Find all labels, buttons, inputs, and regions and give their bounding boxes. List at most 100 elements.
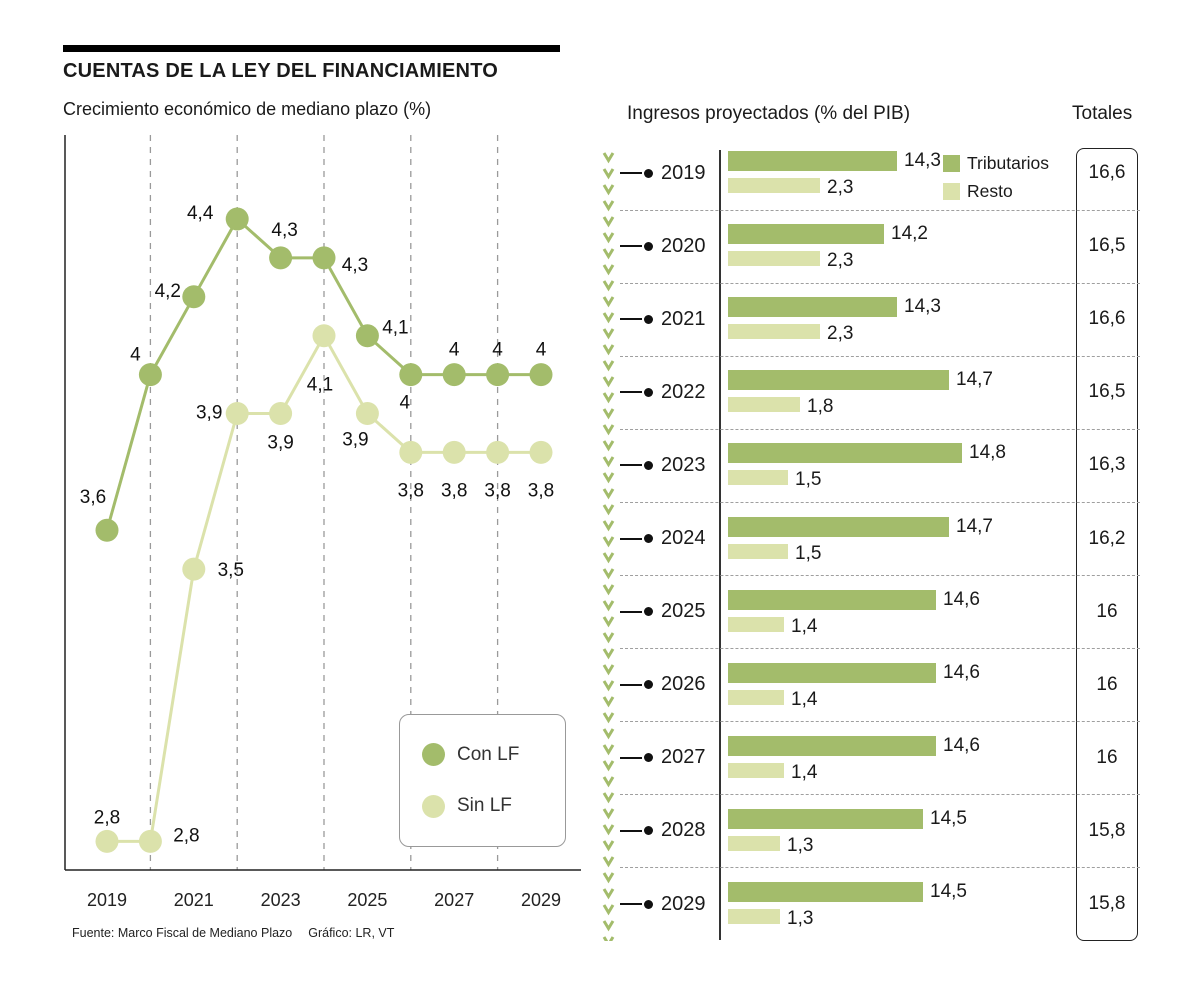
bar-resto-2029 [728,909,780,924]
point-sin-lf-2021 [182,557,206,581]
bar-tributarios-2020 [728,224,884,245]
bar-value-resto-2026: 1,4 [791,688,818,710]
x-tick-2023: 2023 [261,890,301,910]
bar-value-resto-2024: 1,5 [795,542,822,564]
x-tick-2019: 2019 [87,890,127,910]
bar-value-tributarios-2026: 14,6 [943,661,980,683]
value-label-sin-lf-2022: 3,9 [196,403,222,424]
year-row-2025: 2025 [620,598,706,626]
point-con-lf-2022 [225,207,249,231]
sin-lf-label: Sin LF [457,795,512,817]
totals-column-outline [1076,148,1138,941]
bar-resto-2024 [728,543,788,559]
year-label-2023: 2023 [661,453,706,476]
value-label-sin-lf-2028: 3,8 [484,480,510,501]
value-label-con-lf-2020: 4 [130,345,141,366]
tributarios-label: Tributarios [967,153,1050,173]
row-separator [620,282,1140,284]
tick-line [620,318,642,321]
point-con-lf-2025 [355,324,379,348]
point-con-lf-2029 [529,363,553,387]
con-lf-label: Con LF [457,743,520,765]
year-label-2022: 2022 [661,380,706,403]
legend-item-tributarios: Tributarios [943,153,1049,174]
legend-item-con-lf: Con LF [422,743,565,767]
bar-value-tributarios-2020: 14,2 [891,223,928,245]
bar-tributarios-2025 [728,589,936,610]
year-label-2020: 2020 [661,234,706,257]
value-label-sin-lf-2026: 3,8 [398,480,424,501]
x-tick-2029: 2029 [521,890,561,910]
total-2019: 16,6 [1088,162,1126,183]
point-con-lf-2023 [269,246,293,270]
point-sin-lf-2025 [355,402,379,425]
row-separator [620,501,1140,503]
source-note: Fuente: Marco Fiscal de Mediano Plazo Grá… [72,926,410,940]
tick-line [620,903,642,905]
total-2020: 16,5 [1088,235,1126,257]
tick-dot-icon [644,826,653,836]
point-sin-lf-2024 [312,324,336,348]
point-sin-lf-2022 [225,402,249,425]
point-con-lf-2026 [399,363,423,387]
value-label-sin-lf-2023: 3,9 [267,433,293,454]
bar-resto-2028 [728,835,780,851]
year-label-2024: 2024 [661,527,706,549]
value-label-sin-lf-2020: 2,8 [173,825,199,846]
bar-resto-2027 [728,762,784,778]
year-row-2021: 2021 [620,305,706,333]
value-label-con-lf-2019: 3,6 [80,487,106,508]
bar-chart-title: Ingresos proyectados (% del PIB) [627,103,911,124]
legend-item-resto: Resto [943,181,1049,202]
value-label-con-lf-2024: 4,3 [342,255,368,276]
year-label-2027: 2027 [661,746,706,769]
source-text: Fuente: Marco Fiscal de Mediano Plazo [72,926,293,940]
row-separator [620,575,1140,576]
total-2029: 15,8 [1088,893,1126,914]
bar-resto-2025 [728,616,784,632]
year-label-2021: 2021 [661,307,706,330]
bar-resto-2020 [728,251,820,267]
bar-tributarios-2019 [728,151,897,171]
resto-label: Resto [967,181,1013,201]
row-separator [620,355,1140,357]
value-label-sin-lf-2025: 3,9 [342,430,368,451]
main-title: CUENTAS DE LA LEY DEL FINANCIAMIENTO [63,60,499,82]
row-separator [620,794,1140,796]
value-label-sin-lf-2019: 2,8 [94,807,120,828]
value-label-sin-lf-2027: 3,8 [441,480,467,501]
year-row-2019: 2019 [620,159,706,187]
point-con-lf-2019 [95,518,119,542]
value-label-con-lf-2028: 4 [492,340,503,361]
x-tick-2025: 2025 [347,890,387,910]
x-tick-2027: 2027 [434,890,474,910]
line-chart-legend: Con LF Sin LF [399,714,566,847]
year-label-2028: 2028 [661,819,706,842]
tick-dot-icon [644,387,653,397]
bar-chart-axis [719,150,721,940]
bar-value-tributarios-2025: 14,6 [943,588,980,610]
total-2024: 16,2 [1088,527,1126,549]
value-label-sin-lf-2021: 3,5 [218,560,244,581]
tick-dot-icon [644,899,653,909]
point-sin-lf-2026 [399,440,423,464]
sin-lf-marker-icon [422,794,445,818]
bar-tributarios-2028 [728,808,923,829]
tick-line [620,245,642,248]
tick-dot-icon [644,460,653,470]
point-con-lf-2021 [182,285,206,309]
resto-marker-icon [943,183,960,200]
value-label-sin-lf-2029: 3,8 [528,480,554,501]
credit-text: Gráfico: LR, VT [308,926,395,940]
tick-dot-icon [644,168,653,178]
tick-dot-icon [644,753,653,763]
bar-value-resto-2020: 2,3 [827,250,854,272]
point-sin-lf-2019 [95,829,119,853]
bar-value-resto-2028: 1,3 [787,834,814,856]
year-row-2020: 2020 [620,232,706,260]
title-rule [63,45,560,52]
line-chart-title: Crecimiento económico de mediano plazo (… [63,99,432,119]
bar-chart-legend: Tributarios Resto [943,153,1049,209]
chevron-strip-icon [602,150,615,941]
bar-resto-2021 [728,324,820,340]
